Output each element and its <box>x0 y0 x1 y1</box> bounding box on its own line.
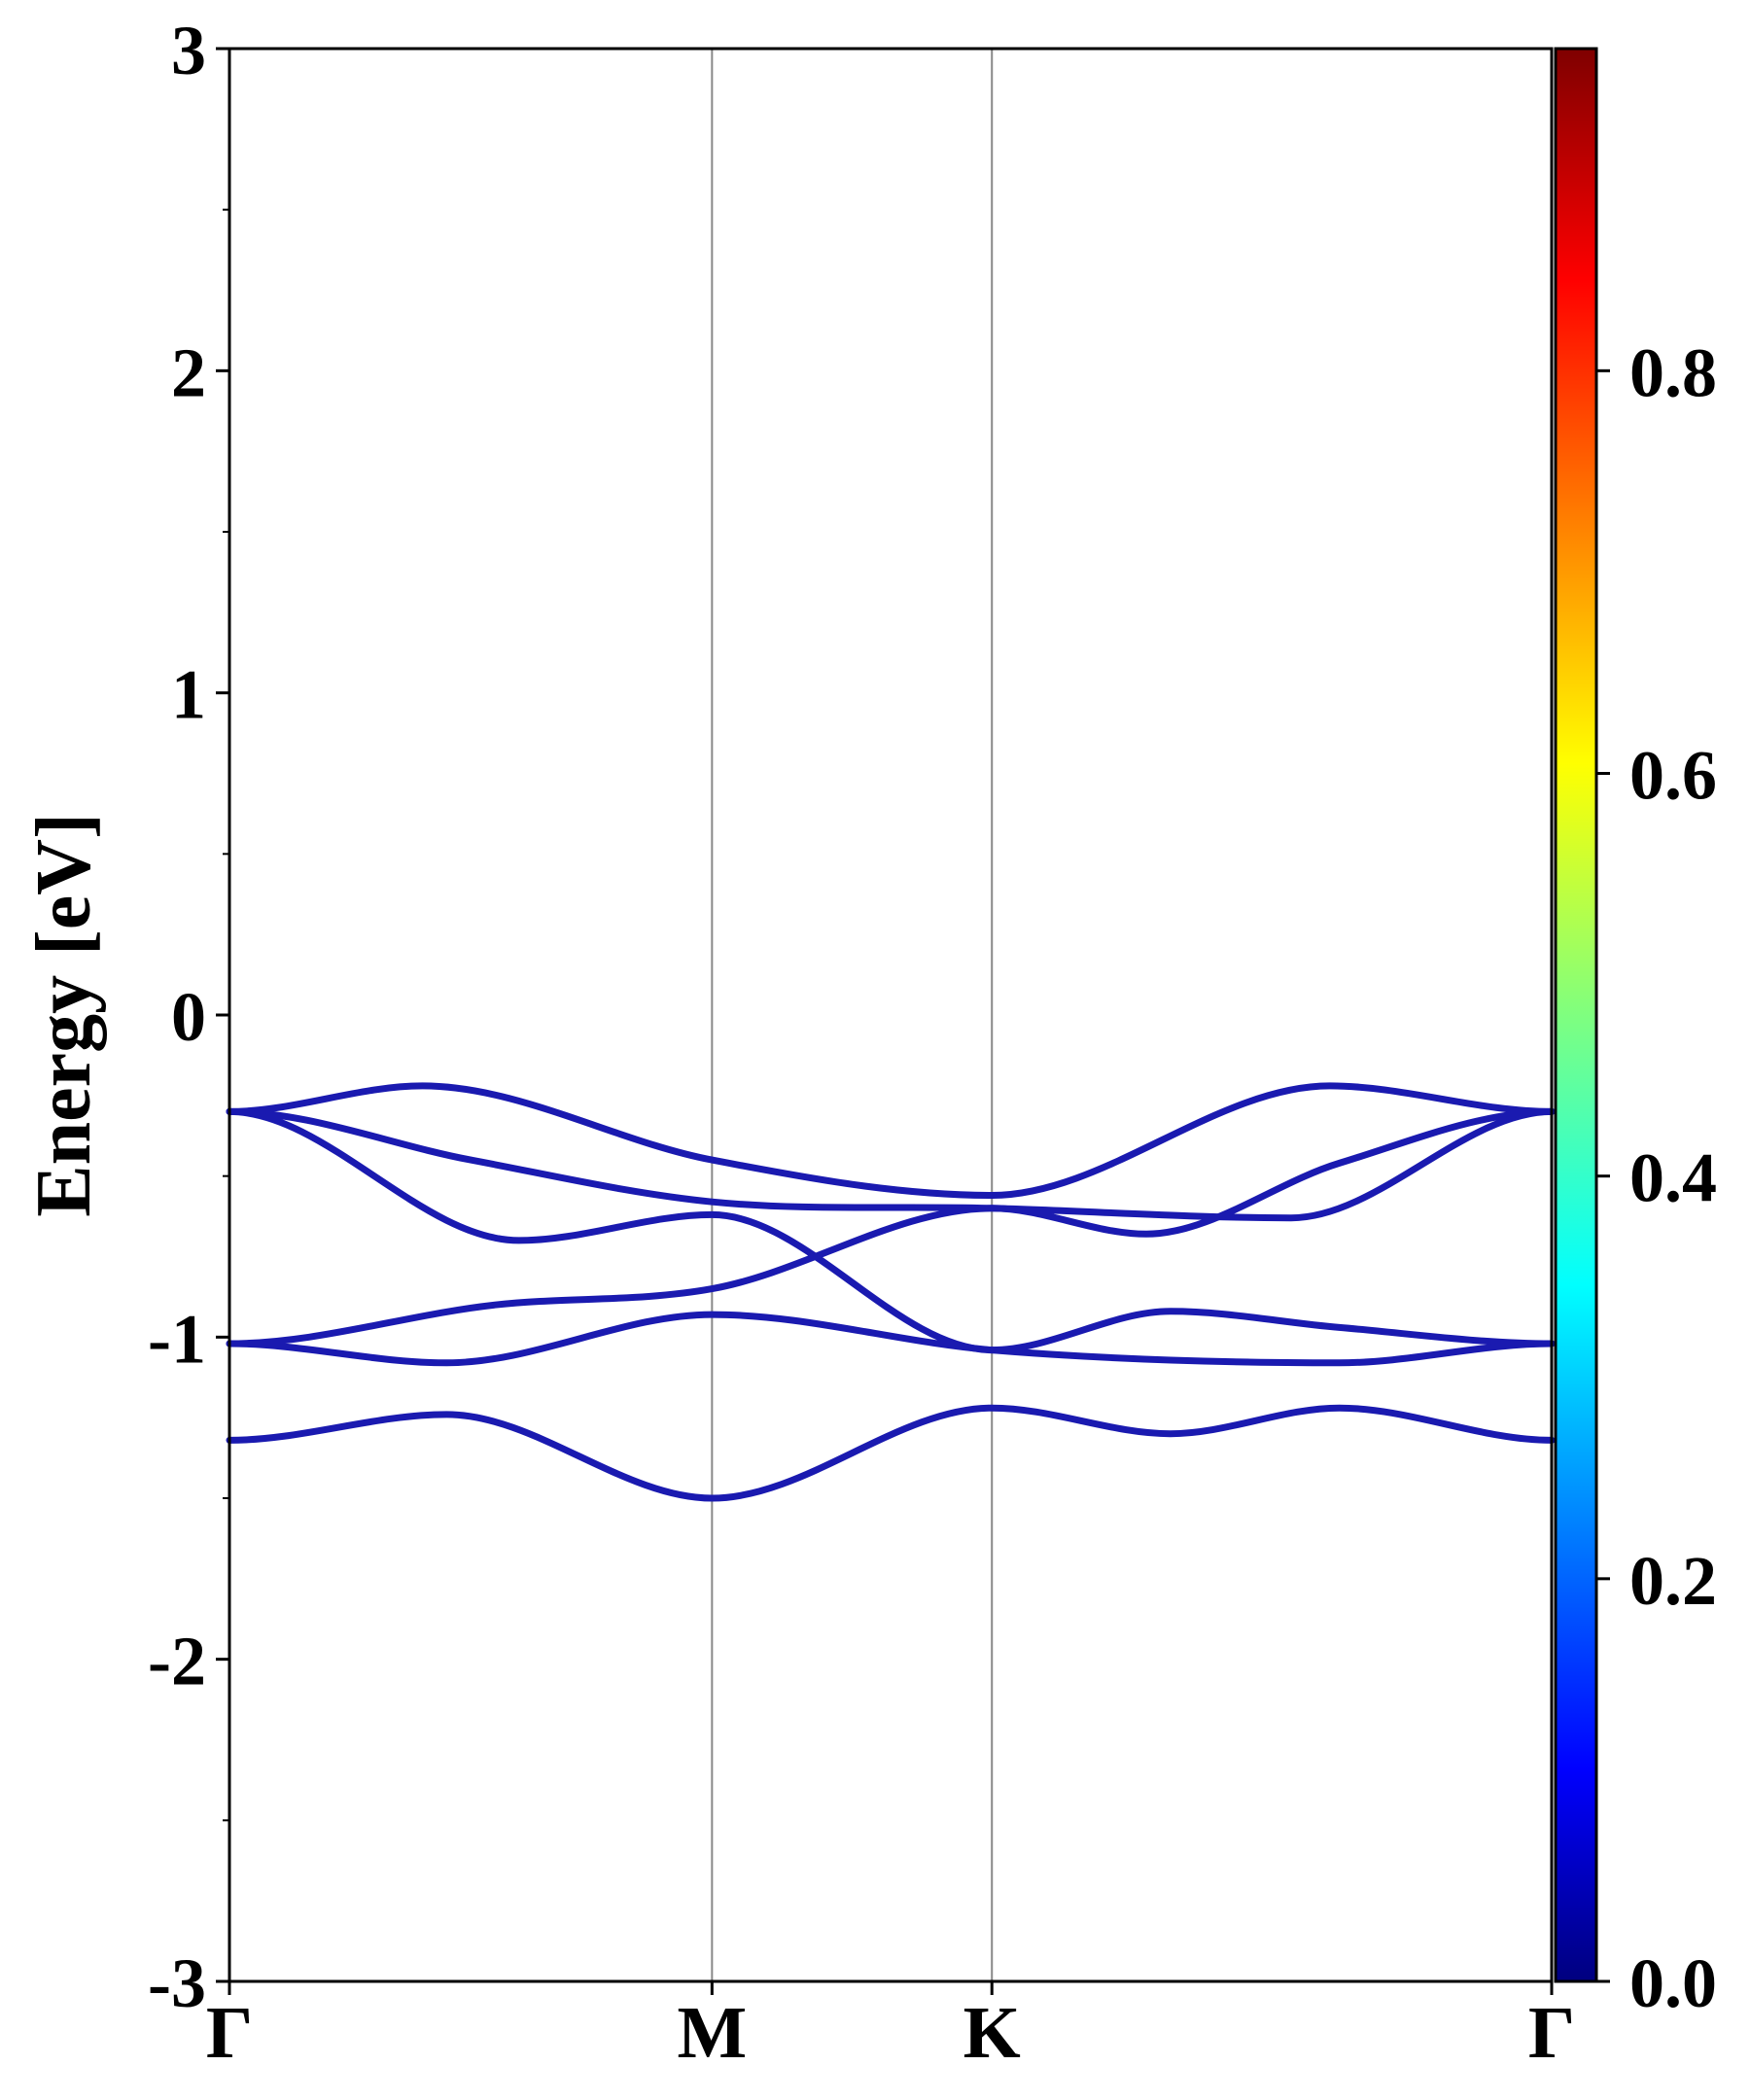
colorbar-tick-label: 0.4 <box>1629 1139 1717 1217</box>
kpoint-label: Γ <box>1528 1992 1575 2074</box>
y-tick-label: -2 <box>148 1623 206 1700</box>
y-tick-label: -1 <box>148 1300 206 1378</box>
plot-frame <box>228 47 1554 1983</box>
kpoint-label: K <box>963 1992 1021 2074</box>
colorbar <box>1554 47 1598 1983</box>
colorbar-tick-label: 0.6 <box>1629 737 1717 815</box>
y-tick-label: -3 <box>148 1944 206 2022</box>
kpoint-divider-lines <box>711 49 994 1981</box>
colorbar-ticks: 0.0 0.2 0.4 0.6 0.8 <box>1596 333 1717 2022</box>
y-axis-ticks: 3 2 1 0 -1 -2 -3 <box>148 12 229 2022</box>
band-5 <box>226 1311 1556 1367</box>
band-2 <box>226 1107 1556 1222</box>
band-6 <box>226 1404 1556 1502</box>
colorbar-tick-label: 0.2 <box>1629 1542 1717 1620</box>
kpoint-label: M <box>677 1992 747 2074</box>
y-tick-label: 0 <box>171 978 206 1056</box>
y-axis-label: Energy [eV] <box>21 813 107 1216</box>
y-tick-label: 2 <box>171 333 206 411</box>
band-1 <box>226 1082 1556 1200</box>
colorbar-tick-label: 0.0 <box>1629 1944 1717 2022</box>
y-tick-label: 1 <box>171 656 206 734</box>
kpoint-label: Γ <box>206 1992 253 2074</box>
y-tick-label: 3 <box>171 12 206 89</box>
band-lines <box>226 1082 1556 1502</box>
colorbar-tick-label: 0.8 <box>1629 333 1717 411</box>
band-3 <box>226 1107 1556 1354</box>
band-4 <box>226 1107 1556 1348</box>
